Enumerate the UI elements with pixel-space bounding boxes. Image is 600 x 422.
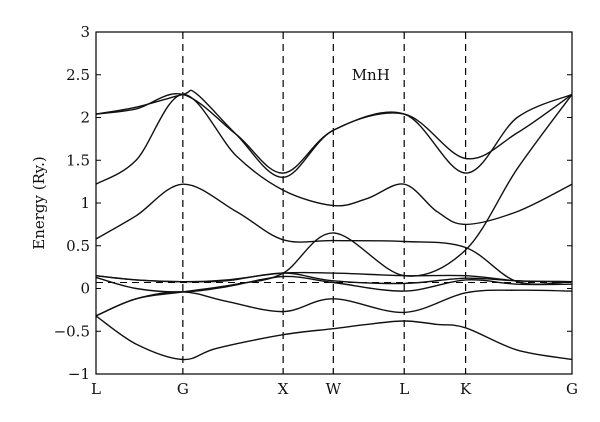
x-tick-label: G — [177, 380, 189, 398]
band-line — [95, 271, 573, 283]
x-tick-label: X — [278, 380, 289, 398]
band-line — [95, 275, 573, 293]
band-curves — [95, 89, 573, 361]
y-tick-label: −1 — [68, 365, 90, 383]
band-line — [95, 93, 573, 317]
band-line — [95, 289, 573, 317]
y-axis-ticks: −1 −0.5 0 0.5 1 1.5 2 2.5 3 — [54, 23, 572, 383]
y-tick-label: 3 — [80, 23, 90, 41]
k-point-lines — [182, 32, 467, 374]
y-tick-label: 2.5 — [66, 66, 90, 84]
y-tick-label: −0.5 — [54, 322, 90, 340]
band-line — [95, 93, 573, 226]
x-tick-label: L — [91, 380, 101, 398]
band-line — [95, 315, 573, 361]
y-axis-title: Energy (Ry.) — [30, 156, 48, 250]
plot-frame — [95, 31, 573, 375]
y-tick-label: 1 — [80, 194, 90, 212]
x-tick-label: K — [460, 380, 472, 398]
band-line — [95, 92, 573, 174]
band-line — [95, 183, 573, 285]
x-tick-label: W — [326, 380, 342, 398]
y-tick-label: 0.5 — [66, 237, 90, 255]
y-tick-label: 2 — [80, 109, 90, 127]
y-tick-label: 0 — [80, 280, 90, 298]
y-tick-label: 1.5 — [66, 151, 90, 169]
x-tick-label: L — [399, 380, 409, 398]
band-line — [95, 89, 573, 179]
x-tick-label: G — [566, 380, 578, 398]
material-label: MnH — [352, 66, 390, 84]
